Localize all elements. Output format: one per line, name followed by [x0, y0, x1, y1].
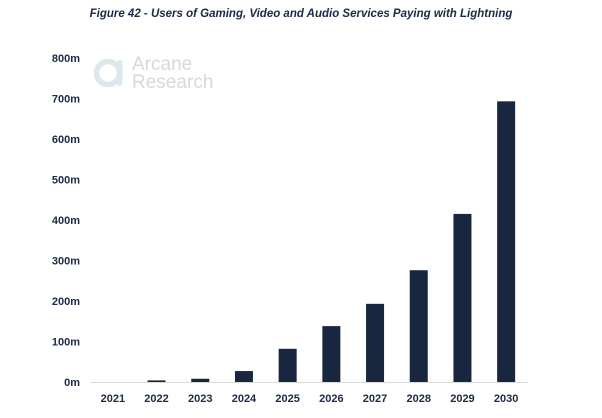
x-tick-label: 2022	[144, 393, 168, 405]
bar-2026	[322, 326, 341, 382]
arcane-research-watermark: Arcane Research	[93, 54, 213, 93]
bar-2024	[234, 371, 253, 382]
bar-2023	[191, 378, 210, 382]
bar-2029	[453, 213, 472, 382]
watermark-logo-icon	[93, 58, 123, 88]
x-tick-label: 2021	[101, 393, 125, 405]
chart-title: Figure 42 - Users of Gaming, Video and A…	[89, 8, 513, 20]
x-axis: 2021 2022 2023 2024 2025 2026 2027 2028 2029 2030	[101, 393, 519, 405]
bars	[147, 101, 516, 383]
y-tick-label: 300m	[52, 256, 80, 268]
y-tick-label: 600m	[52, 134, 80, 146]
watermark-logo-stem	[117, 60, 123, 86]
x-tick-label: 2027	[363, 393, 387, 405]
x-tick-label: 2024	[232, 393, 257, 405]
bar-2027	[366, 303, 385, 382]
x-tick-label: 2028	[407, 393, 431, 405]
watermark-line1: Arcane	[132, 54, 192, 75]
y-tick-label: 700m	[52, 94, 80, 106]
bar-2022	[147, 380, 166, 382]
watermark-line2: Research	[132, 72, 213, 93]
y-tick-label: 0m	[64, 377, 80, 389]
x-tick-label: 2030	[494, 393, 518, 405]
x-tick-label: 2023	[188, 393, 212, 405]
bar-2030	[497, 101, 516, 383]
bar-2028	[409, 270, 428, 382]
y-tick-label: 800m	[52, 53, 80, 65]
x-tick-label: 2026	[319, 393, 343, 405]
x-tick-label: 2025	[275, 393, 299, 405]
x-tick-label: 2029	[450, 393, 474, 405]
y-tick-label: 500m	[52, 175, 80, 187]
y-tick-label: 200m	[52, 296, 80, 308]
y-axis: 0m 100m 200m 300m 400m 500m 600m 700m 800m	[52, 53, 80, 389]
y-tick-label: 400m	[52, 215, 80, 227]
y-tick-label: 100m	[52, 337, 80, 349]
bar-2025	[278, 348, 297, 382]
